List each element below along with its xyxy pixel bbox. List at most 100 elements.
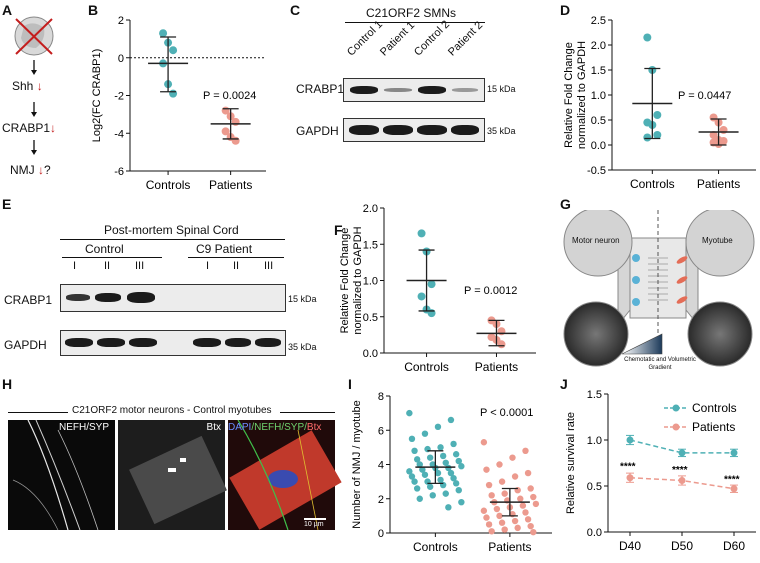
p-value: P = 0.0024	[203, 90, 256, 102]
x-tick-label: Controls	[146, 178, 191, 192]
blot-e-group-control: Control	[85, 242, 124, 256]
data-point	[439, 452, 447, 460]
data-point	[530, 493, 537, 501]
blot-e-lane-c3: III	[135, 260, 145, 272]
dapi-label: DAPI	[228, 422, 252, 433]
x-tick-label: Patients	[697, 177, 740, 191]
data-point	[450, 475, 457, 482]
data-point	[709, 131, 718, 139]
blot-e-gapdh	[60, 330, 286, 356]
y-tick-label: 1.0	[363, 276, 378, 288]
device-well-left-image	[563, 301, 629, 367]
data-point	[678, 476, 686, 484]
data-point	[406, 409, 413, 417]
data-point	[485, 481, 493, 489]
legend-marker	[672, 423, 680, 431]
neuron-icon	[632, 298, 640, 306]
series-line	[629, 439, 734, 454]
y-tick-label: 0	[118, 53, 124, 65]
data-point	[458, 498, 465, 506]
data-point	[411, 478, 418, 485]
data-point	[488, 528, 495, 535]
data-point	[408, 473, 416, 480]
neurite-traces	[12, 419, 99, 531]
device-well-right-image	[687, 301, 753, 367]
micro-label-btx: Btx	[206, 422, 221, 433]
data-point	[159, 29, 168, 38]
pathway-diagram	[14, 16, 54, 155]
blot-c-kda-15: 15 kDa	[487, 84, 516, 94]
blot-e-group2-line	[188, 257, 284, 258]
blot-c-gapdh	[343, 118, 485, 142]
data-point	[427, 280, 436, 289]
data-point	[434, 469, 442, 477]
significance-mark: ****	[620, 461, 636, 472]
y-tick-label: -0.5	[587, 165, 606, 177]
micro-panel-nefh: NEFH/SYP	[8, 419, 115, 531]
data-point	[524, 516, 532, 523]
data-point	[511, 473, 519, 480]
blot-c-crabp1	[343, 78, 485, 102]
data-point	[653, 111, 662, 119]
data-point	[231, 117, 240, 126]
data-point	[501, 490, 508, 497]
blot-e-group1-line	[62, 257, 162, 258]
data-point	[421, 471, 429, 478]
y-tick-label: 0	[378, 528, 384, 540]
data-point	[413, 456, 421, 463]
panel-label-d: D	[560, 2, 571, 18]
y-tick-label: 2.5	[591, 15, 606, 27]
data-point	[447, 416, 455, 424]
data-point	[480, 439, 488, 446]
data-point	[426, 454, 434, 461]
x-tick-label: D50	[671, 539, 693, 553]
blot-c-row-crabp1: CRABP1	[296, 82, 345, 96]
nefh-syp-label: /NEFH/SYP/	[251, 422, 307, 433]
data-point	[231, 136, 240, 145]
blot-e-kda-15: 15 kDa	[288, 294, 317, 304]
p-value: P = 0.0447	[678, 90, 731, 102]
device-label-gradient: Chemotatic and Volumetric Gradient	[620, 356, 700, 372]
neuron-icon	[632, 254, 640, 262]
data-point	[447, 469, 455, 477]
panel-label-f: F	[334, 222, 343, 238]
data-point	[437, 444, 444, 451]
legend-label: Patients	[692, 420, 735, 434]
blot-e-row-gapdh: GAPDH	[4, 338, 47, 352]
y-axis-label: Relative survival rate	[565, 412, 577, 514]
y-tick-label: 4	[378, 460, 384, 472]
data-point	[483, 514, 490, 521]
micro-title-line-right	[280, 412, 335, 413]
data-point	[532, 500, 540, 508]
data-point	[522, 447, 529, 454]
legend-label: Controls	[692, 401, 737, 415]
data-point	[527, 485, 534, 492]
chart-b: -6 -4 -2 0 2 Controls Patients P = 0.0024 Log2(F…	[91, 15, 266, 192]
data-point	[488, 492, 495, 499]
data-point	[496, 512, 503, 520]
data-point	[719, 126, 728, 134]
scale-bar	[304, 518, 326, 520]
x-tick-label: Patients	[488, 540, 531, 554]
chart-i: 0 2 4 6 8 Controls Patients P < 0.0001 Number of…	[351, 391, 552, 554]
y-tick-label: 1.0	[587, 435, 602, 447]
blot-c-title-line	[345, 22, 485, 23]
data-point	[455, 457, 462, 465]
x-tick-label: Controls	[630, 177, 675, 191]
data-point	[434, 423, 442, 431]
chart-j: 0.0 0.5 1.0 1.5 D40 D50 D60 **** **** **** Control…	[565, 389, 756, 553]
shh-label: Shh	[12, 79, 34, 93]
panel-label-a: A	[2, 2, 13, 18]
data-point	[442, 459, 449, 466]
panel-label-j: J	[560, 376, 568, 392]
x-tick-label: D40	[619, 539, 641, 553]
data-point	[496, 461, 503, 468]
data-point	[653, 131, 662, 139]
data-point	[485, 521, 493, 528]
question-mark: ?	[44, 163, 51, 177]
down-arrow-icon: ↓	[38, 163, 45, 177]
panel-label-i: I	[348, 376, 352, 392]
x-tick-label: Controls	[404, 360, 449, 374]
data-point	[221, 127, 230, 136]
significance-mark: ****	[724, 474, 740, 485]
